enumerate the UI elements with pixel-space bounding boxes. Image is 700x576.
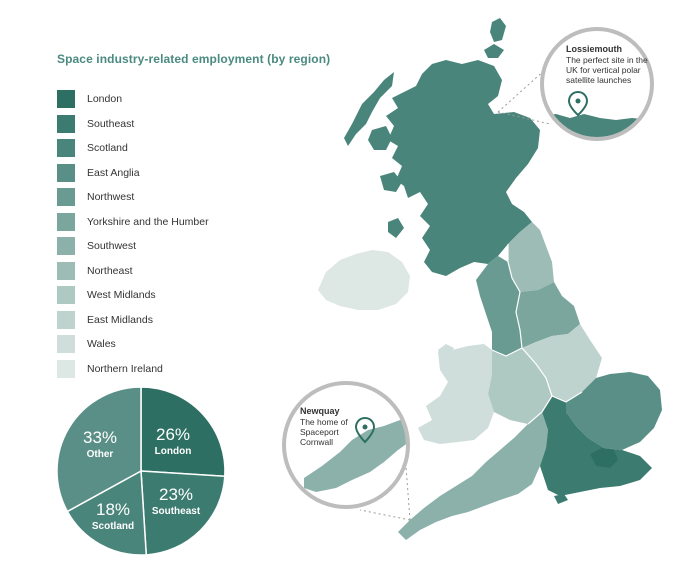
legend: London Southeast Scotland East Anglia No… (57, 87, 209, 381)
legend-swatch (57, 163, 75, 182)
legend-label: Northeast (87, 264, 133, 277)
legend-label: Yorkshire and the Humber (87, 215, 209, 228)
region-east-anglia (566, 372, 662, 450)
legend-swatch (57, 90, 75, 109)
region-yorkshire (516, 282, 580, 348)
callout-text: The perfect site in the (566, 55, 648, 65)
pie-slices (56, 386, 226, 556)
legend-swatch (57, 188, 75, 207)
region-scotland-shetland (490, 18, 506, 42)
location-pin-icon (567, 90, 589, 117)
region-scotland-islay (388, 218, 404, 238)
region-wales-anglesey (438, 344, 454, 358)
legend-label: East Anglia (87, 166, 140, 179)
region-scotland-mull (380, 172, 402, 192)
legend-swatch (57, 139, 75, 158)
legend-swatch (57, 237, 75, 256)
region-scotland-orkney (484, 44, 504, 58)
callout-title: Newquay (300, 406, 340, 416)
slice-pct: 33% (83, 428, 117, 447)
legend-item-east-midlands: East Midlands (57, 308, 209, 333)
legend-item-northern-ireland: Northern Ireland (57, 357, 209, 382)
legend-swatch (57, 261, 75, 280)
slice-pct: 23% (159, 485, 193, 504)
slice-pct: 18% (96, 500, 130, 519)
region-northeast (508, 222, 554, 292)
callout-text: Cornwall (300, 437, 333, 447)
legend-item-northeast: Northeast (57, 259, 209, 284)
legend-label: Southeast (87, 117, 135, 130)
slice-label: Other (87, 449, 114, 460)
callout-coast-shape (304, 418, 406, 492)
slice-pct: 26% (156, 425, 190, 444)
legend-item-northwest: Northwest (57, 185, 209, 210)
slice-label: Southeast (152, 506, 201, 517)
region-isle-of-wight (554, 494, 568, 504)
legend-label: Wales (87, 338, 116, 351)
legend-swatch (57, 286, 75, 305)
legend-item-southeast: Southeast (57, 112, 209, 137)
region-southeast (540, 396, 652, 496)
region-london (590, 448, 618, 468)
region-borders (491, 244, 583, 425)
legend-label: London (87, 93, 123, 106)
callout-leader-line (359, 509, 411, 521)
legend-item-scotland: Scotland (57, 136, 209, 161)
pie-slice-label-scotland: 18% Scotland (92, 500, 134, 532)
legend-label: East Midlands (87, 313, 153, 326)
region-scotland-western-isles (344, 72, 394, 146)
pie-slice-other (56, 386, 142, 513)
legend-label: Scotland (87, 142, 128, 155)
slice-label: Scotland (92, 521, 134, 532)
slice-label: London (155, 446, 192, 457)
callout-leader-line (497, 111, 551, 125)
region-wales (418, 344, 494, 444)
pie-slice-southeast (140, 470, 226, 556)
callout-text: satellite launches (566, 75, 631, 85)
legend-item-southwest: Southwest (57, 234, 209, 259)
pie-slice-label-other: 33% Other (83, 428, 117, 460)
legend-item-london: London (57, 87, 209, 112)
pie-slice-label-london: 26% London (155, 425, 192, 457)
pie-slice-label-southeast: 23% Southeast (152, 485, 201, 517)
employment-pie-chart: 26% London 23% Southeast 18% Scotland 33… (56, 386, 226, 556)
legend-item-yorkshire: Yorkshire and the Humber (57, 210, 209, 235)
legend-swatch (57, 114, 75, 133)
region-west-midlands (488, 348, 552, 424)
callout-text: Spaceport (300, 427, 339, 437)
callout-text: The home of (300, 417, 348, 427)
region-northern-ireland (318, 250, 410, 310)
newquay-callout: Newquay The home of Spaceport Cornwall (282, 381, 411, 521)
region-southwest (398, 412, 548, 540)
callout-text: UK for vertical polar (566, 65, 641, 75)
pie-slice-scotland (66, 469, 148, 556)
legend-swatch (57, 212, 75, 231)
pie-slice-london (140, 386, 226, 478)
legend-item-east-anglia: East Anglia (57, 161, 209, 186)
region-east-midlands (522, 324, 602, 402)
chart-title: Space industry-related employment (by re… (57, 52, 331, 66)
callout-title: Lossiemouth (566, 44, 622, 54)
legend-item-wales: Wales (57, 332, 209, 357)
location-pin-icon (354, 416, 376, 444)
region-scotland-skye (368, 126, 392, 150)
legend-label: Northern Ireland (87, 362, 163, 375)
callout-circle (540, 27, 654, 141)
legend-label: Southwest (87, 240, 137, 253)
legend-swatch (57, 310, 75, 329)
region-northwest (476, 256, 522, 356)
legend-swatch (57, 359, 75, 378)
legend-label: West Midlands (87, 289, 156, 302)
legend-label: Northwest (87, 191, 135, 204)
legend-swatch (57, 335, 75, 354)
legend-item-west-midlands: West Midlands (57, 283, 209, 308)
region-scotland (386, 60, 540, 276)
